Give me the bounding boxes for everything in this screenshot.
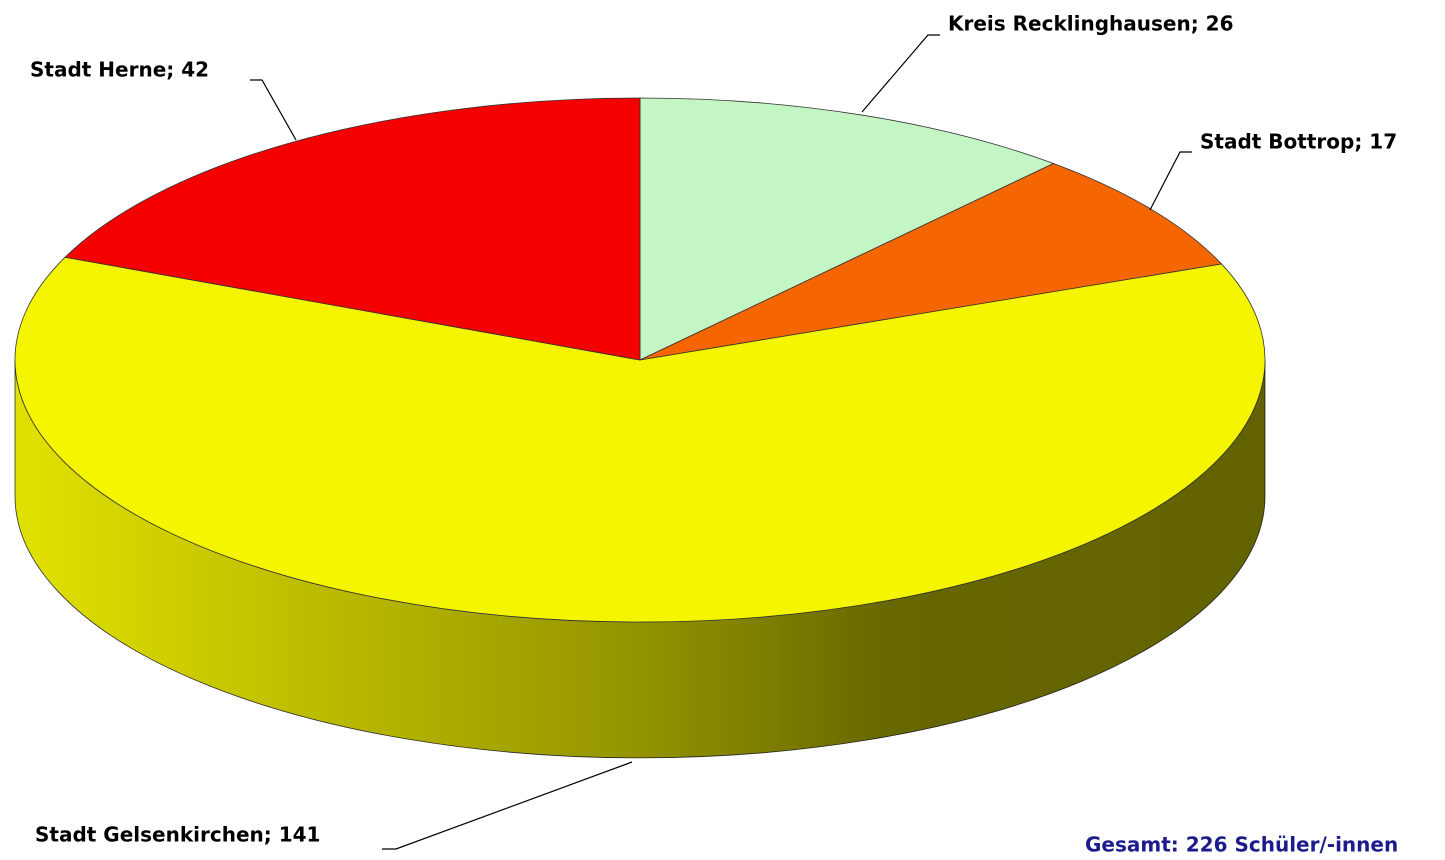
data-label: Stadt Gelsenkirchen; 141 bbox=[35, 823, 320, 847]
pie-slice bbox=[14, 256, 1266, 623]
leader-line bbox=[861, 34, 940, 113]
pie-tops bbox=[14, 97, 1266, 623]
data-label: Stadt Bottrop; 17 bbox=[1200, 130, 1397, 154]
labels: Kreis Recklinghausen; 26 Stadt Bottrop; 1… bbox=[30, 12, 1397, 850]
annotation: Gesamt: 226 Schüler/-innen bbox=[1085, 833, 1398, 857]
leader-line bbox=[1149, 151, 1192, 211]
leader-line bbox=[382, 761, 633, 850]
pie-slice bbox=[639, 163, 1223, 361]
pie-slice bbox=[64, 97, 641, 361]
pie-slice bbox=[639, 97, 1055, 361]
data-label: Stadt Herne; 42 bbox=[30, 58, 209, 82]
data-label: Kreis Recklinghausen; 26 bbox=[948, 12, 1234, 36]
leader-line bbox=[250, 79, 297, 141]
side-shade bbox=[15, 360, 1265, 758]
